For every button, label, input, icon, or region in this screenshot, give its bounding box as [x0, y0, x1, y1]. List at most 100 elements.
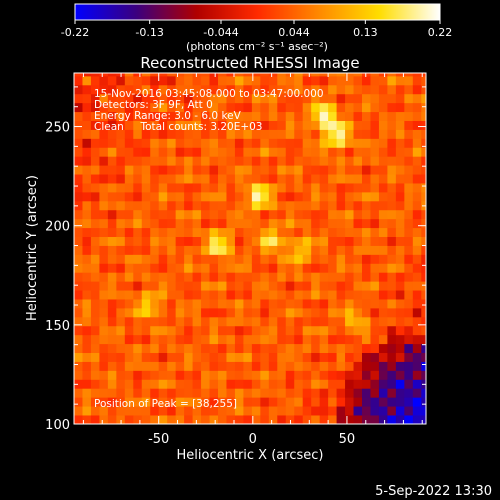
heatmap-cell [260, 370, 270, 380]
heatmap-cell [412, 325, 422, 336]
heatmap-cell [328, 325, 337, 336]
heatmap-cell [74, 200, 83, 211]
heatmap-cell [74, 111, 83, 121]
heatmap-cell [218, 290, 227, 300]
heatmap-cell [124, 120, 134, 130]
heatmap-cell [285, 370, 295, 380]
heatmap-cell [345, 111, 354, 121]
heatmap-cell [412, 111, 422, 121]
heatmap-cell [234, 379, 244, 389]
heatmap-cell [362, 325, 371, 336]
heatmap-cell [395, 102, 405, 113]
heatmap-cell [277, 245, 287, 255]
heatmap-cell [395, 120, 405, 130]
heatmap-cell [362, 156, 371, 166]
heatmap-cell [277, 75, 287, 86]
heatmap-cell [218, 200, 227, 211]
heatmap-cell [141, 334, 151, 345]
heatmap-cell [345, 379, 354, 389]
heatmap-cell [243, 102, 253, 113]
heatmap-cell [209, 397, 219, 407]
peak-position-label: Position of Peak = [38,255] [94, 398, 237, 410]
heatmap-cell [234, 388, 244, 398]
heatmap-cell [90, 218, 100, 229]
heatmap-cell [226, 316, 236, 327]
heatmap-cell [277, 236, 287, 246]
heatmap-cell [141, 352, 151, 362]
heatmap-cell [421, 75, 426, 86]
heatmap-cell [302, 183, 312, 193]
heatmap-cell [345, 236, 354, 246]
heatmap-cell [378, 73, 388, 77]
heatmap-cell [268, 102, 278, 113]
heatmap-cell [395, 343, 405, 354]
heatmap-cell [336, 415, 346, 424]
heatmap-cell [311, 209, 321, 220]
heatmap-cell [192, 290, 202, 300]
heatmap-cell [302, 236, 312, 246]
heatmap-cell [158, 379, 168, 389]
heatmap-cell [243, 299, 253, 309]
heatmap-cell [421, 209, 426, 220]
heatmap-cell [226, 290, 236, 300]
heatmap-cell [124, 138, 134, 148]
heatmap-cell [175, 334, 185, 345]
heatmap-cell [412, 281, 422, 291]
heatmap-cell [167, 370, 177, 380]
heatmap-cell [277, 129, 287, 139]
heatmap-cell [192, 165, 202, 175]
heatmap-cell [294, 379, 304, 389]
heatmap-cell [243, 138, 253, 148]
heatmap-cell [201, 415, 210, 424]
heatmap-cell [421, 93, 426, 104]
heatmap-cell [74, 102, 83, 113]
heatmap-cell [175, 254, 185, 264]
heatmap-cell [150, 191, 160, 202]
heatmap-cell [201, 156, 210, 166]
heatmap-cell [150, 129, 160, 139]
heatmap-cell [251, 183, 261, 193]
heatmap-cell [209, 343, 219, 354]
heatmap-cell [150, 379, 160, 389]
heatmap-cell [251, 73, 261, 77]
heatmap-cell [311, 406, 321, 416]
heatmap-cell [133, 138, 143, 148]
heatmap-cell [158, 236, 168, 246]
heatmap-cell [370, 263, 380, 273]
heatmap-cell [404, 307, 414, 318]
heatmap-cell [74, 84, 83, 95]
heatmap-cell [362, 165, 371, 175]
heatmap-cell [192, 397, 202, 407]
heatmap-cell [345, 290, 354, 300]
heatmap-cell [90, 415, 100, 424]
heatmap-cell [201, 245, 210, 255]
heatmap-cell [404, 129, 414, 139]
heatmap-cell [395, 316, 405, 327]
heatmap-cell [201, 147, 210, 157]
heatmap-cell [107, 75, 117, 86]
heatmap-cell [243, 73, 253, 77]
heatmap-cell [243, 272, 253, 282]
heatmap-cell [167, 102, 177, 113]
heatmap-cell [328, 75, 337, 86]
heatmap-cell [421, 147, 426, 157]
heatmap-cell [362, 93, 371, 104]
heatmap-cell [404, 299, 414, 309]
heatmap-cell [82, 370, 92, 380]
heatmap-cell [260, 361, 270, 371]
heatmap-cell [167, 272, 177, 282]
heatmap-cell [345, 263, 354, 273]
heatmap-cell [412, 73, 422, 77]
heatmap-cell [328, 361, 337, 371]
heatmap-cell [370, 406, 380, 416]
heatmap-cell [268, 334, 278, 345]
heatmap-cell [218, 183, 227, 193]
heatmap-cell [387, 102, 397, 113]
heatmap-cell [234, 129, 244, 139]
heatmap-cell [167, 218, 177, 229]
heatmap-cell [378, 307, 388, 318]
heatmap-cell [378, 191, 388, 202]
heatmap-cell [201, 84, 210, 95]
heatmap-cell [167, 138, 177, 148]
heatmap-cell [378, 415, 388, 424]
